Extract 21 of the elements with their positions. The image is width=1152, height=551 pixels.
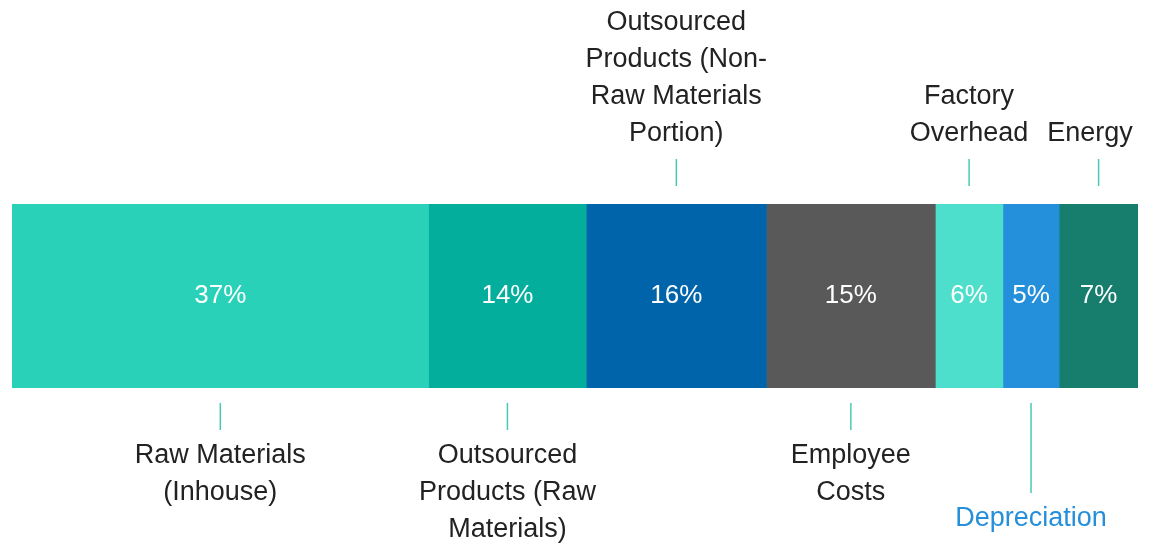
bar — [1058, 204, 1138, 388]
series-label: Outsourced Products (Raw Materials) — [417, 438, 597, 545]
data-label: 37% — [194, 279, 247, 310]
bar — [428, 204, 587, 388]
text: Depreciation — [954, 501, 1108, 534]
data-label: 14% — [481, 279, 534, 310]
bar — [12, 204, 429, 388]
text: Factory Overhead — [909, 80, 1029, 147]
data-label: 7% — [1079, 279, 1118, 310]
data-label: 5% — [1012, 279, 1050, 310]
bar — [1002, 204, 1060, 388]
bar — [766, 204, 936, 388]
data-label: 15% — [824, 279, 877, 310]
data-label: 6% — [950, 279, 988, 310]
text: Outsourced Products (Non-Raw Materials Portion) — [584, 5, 769, 149]
series-label: Raw Materials (Inhouse) — [133, 438, 307, 508]
bar — [934, 204, 1004, 388]
series-label: Employee Costs — [789, 438, 912, 508]
bar — [585, 204, 767, 388]
data-label: 16% — [650, 279, 703, 310]
text: Energy — [1046, 116, 1134, 149]
